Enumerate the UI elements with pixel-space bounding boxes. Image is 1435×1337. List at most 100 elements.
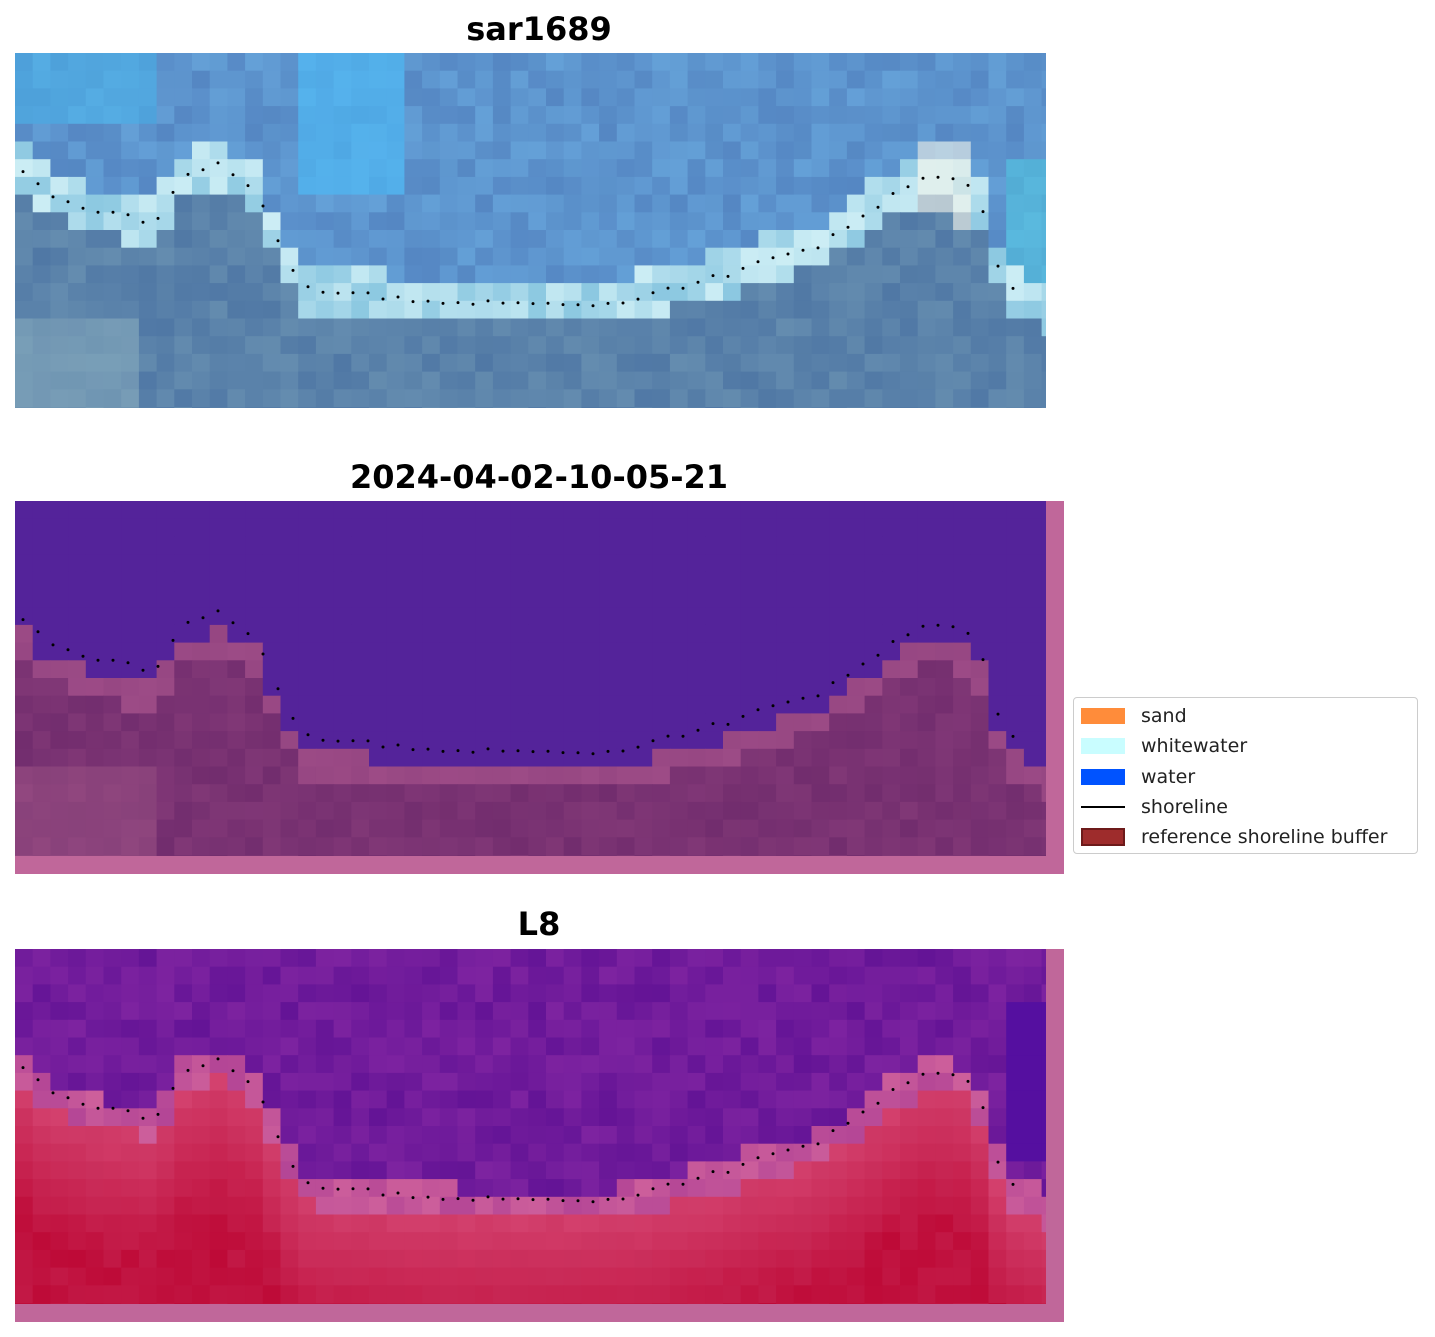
- buffer-edge-right: [1046, 501, 1064, 874]
- shoreline-point: [66, 200, 70, 204]
- shoreline-point: [336, 739, 340, 743]
- shoreline-dots: [21, 609, 1015, 756]
- legend-swatch-buffer: [1081, 828, 1125, 846]
- shoreline-point: [456, 301, 460, 305]
- shoreline-point: [21, 618, 25, 622]
- shoreline-point: [921, 1072, 925, 1076]
- shoreline-point: [366, 1187, 370, 1191]
- shoreline-point: [261, 652, 265, 656]
- shoreline-point: [951, 625, 955, 629]
- legend-label-sand: sand: [1141, 705, 1187, 727]
- shoreline-point: [951, 177, 955, 181]
- shoreline-point: [456, 749, 460, 753]
- shoreline-point: [756, 708, 760, 712]
- shoreline-point: [696, 1176, 700, 1180]
- shoreline-point: [246, 632, 250, 636]
- shoreline-point: [231, 173, 235, 177]
- shoreline-point: [1011, 1182, 1015, 1186]
- shoreline-point: [246, 184, 250, 188]
- shoreline-point: [66, 1096, 70, 1100]
- shoreline-point: [246, 1080, 250, 1084]
- shoreline-point: [216, 609, 220, 613]
- shoreline-dots: [21, 161, 1015, 308]
- shoreline-point: [711, 1170, 715, 1174]
- shoreline-point: [816, 694, 820, 698]
- shoreline-point: [576, 1199, 580, 1203]
- shoreline-point: [306, 733, 310, 737]
- legend-swatch-sand: [1081, 708, 1125, 724]
- shoreline-point: [126, 213, 130, 217]
- shoreline-point: [921, 624, 925, 628]
- shoreline-point: [831, 681, 835, 685]
- shoreline-point: [741, 1162, 745, 1166]
- panel-title-date: 2024-04-02-10-05-21: [349, 458, 729, 496]
- shoreline-point: [606, 749, 610, 753]
- shoreline-point: [606, 301, 610, 305]
- rgb-image-canvas: [15, 53, 1046, 408]
- shoreline-point: [786, 700, 790, 704]
- shoreline-point: [396, 1191, 400, 1195]
- shoreline-point: [396, 743, 400, 747]
- shoreline-point: [711, 274, 715, 278]
- shoreline-point: [291, 716, 295, 720]
- shoreline-point: [276, 239, 280, 243]
- shoreline-point: [441, 1197, 445, 1201]
- shoreline-point: [51, 195, 55, 199]
- shoreline-point: [666, 734, 670, 738]
- shoreline-point: [891, 192, 895, 195]
- buffer-edge-right: [1046, 949, 1064, 1322]
- shoreline-point: [726, 722, 730, 726]
- shoreline-point: [816, 246, 820, 250]
- shoreline-point: [291, 1164, 295, 1168]
- shoreline-point: [351, 291, 355, 295]
- satellite-rgb-image: [15, 53, 1046, 408]
- shoreline-point: [621, 749, 625, 753]
- shoreline-point: [906, 633, 910, 637]
- shoreline-point: [696, 280, 700, 284]
- shoreline-point: [726, 1170, 730, 1174]
- shoreline-point: [381, 1193, 385, 1197]
- shoreline-point: [666, 286, 670, 290]
- shoreline-point: [606, 1197, 610, 1201]
- shoreline-point: [366, 739, 370, 743]
- shoreline-point: [366, 291, 370, 295]
- shoreline-point: [876, 205, 880, 209]
- shoreline-point: [321, 738, 325, 742]
- shoreline-point: [36, 1078, 40, 1082]
- shoreline-point: [546, 749, 550, 753]
- shoreline-point: [771, 1152, 775, 1156]
- shoreline-point: [501, 749, 505, 753]
- shoreline-point: [591, 752, 595, 756]
- shoreline-point: [666, 1182, 670, 1186]
- shoreline-point: [891, 1088, 895, 1091]
- shoreline-point: [636, 297, 640, 301]
- legend: sand whitewater water shoreline referenc…: [1073, 697, 1418, 854]
- index-image: [15, 949, 1064, 1322]
- shoreline-point: [576, 303, 580, 307]
- shoreline-point: [36, 182, 40, 186]
- shoreline-point: [846, 225, 850, 229]
- shoreline-point: [846, 1121, 850, 1125]
- legend-label-whitewater: whitewater: [1141, 735, 1248, 757]
- shoreline-point: [186, 620, 190, 624]
- shoreline-point: [636, 1193, 640, 1197]
- shoreline-point: [156, 664, 160, 668]
- shoreline-point: [891, 640, 895, 643]
- shoreline-point: [621, 301, 625, 305]
- shoreline-point: [936, 175, 940, 179]
- shoreline-point: [1011, 286, 1015, 290]
- classified-image-canvas: [15, 501, 1064, 874]
- shoreline-point: [456, 1197, 460, 1201]
- shoreline-point: [501, 301, 505, 305]
- shoreline-point: [381, 297, 385, 301]
- shoreline-point: [771, 256, 775, 260]
- shoreline-point: [546, 301, 550, 305]
- shoreline-point: [471, 302, 475, 306]
- shoreline-point: [906, 1081, 910, 1085]
- shoreline-point: [126, 661, 130, 665]
- shoreline-point: [576, 751, 580, 755]
- shoreline-point: [591, 304, 595, 308]
- shoreline-point: [411, 748, 415, 752]
- shoreline-point: [741, 714, 745, 718]
- shoreline-point: [861, 1110, 865, 1114]
